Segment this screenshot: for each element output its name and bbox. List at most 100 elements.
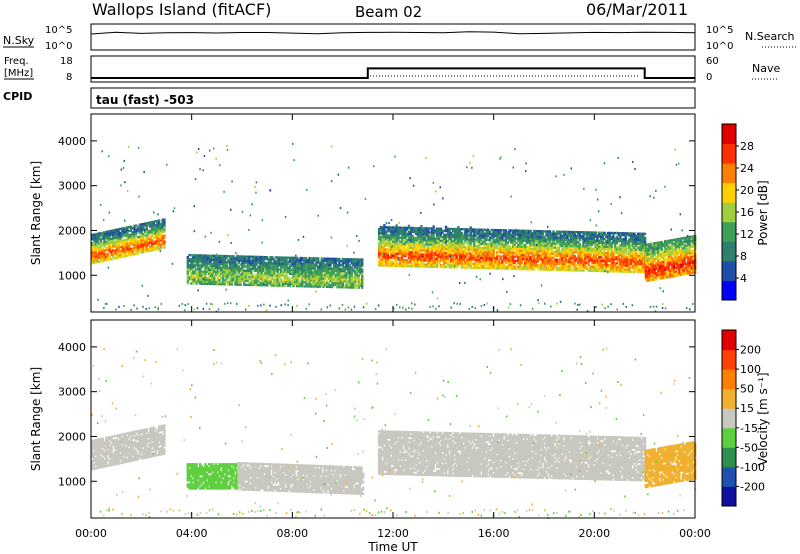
data-cell <box>113 251 117 254</box>
data-cell <box>105 248 108 252</box>
data-cell <box>154 240 157 243</box>
data-cell <box>99 242 103 245</box>
data-cell <box>274 278 278 281</box>
data-cell <box>236 283 239 286</box>
data-cell <box>288 260 292 263</box>
data-cell <box>594 231 597 234</box>
data-cell <box>295 278 299 282</box>
data-cell <box>199 272 202 275</box>
data-cell <box>253 283 256 287</box>
data-cell <box>193 280 197 283</box>
data-cell <box>629 262 633 265</box>
data-cell <box>197 272 200 275</box>
data-cell <box>513 243 516 246</box>
data-cell <box>285 272 288 275</box>
data-cell <box>221 275 225 278</box>
data-cell <box>230 275 234 278</box>
data-cell <box>251 261 255 264</box>
data-cell <box>273 268 276 271</box>
data-cell <box>126 254 129 257</box>
data-cell <box>120 235 124 238</box>
data-cell <box>145 226 148 229</box>
cpid-text: tau (fast) -503 <box>96 93 194 107</box>
data-cell <box>103 251 106 254</box>
data-cell <box>136 228 140 231</box>
data-cell <box>276 272 279 275</box>
station-title: Wallops Island (fitACF) <box>92 0 271 19</box>
data-cell <box>642 258 645 262</box>
data-cell <box>299 266 302 270</box>
data-cell <box>257 261 260 265</box>
data-cell <box>352 268 355 271</box>
data-cell <box>145 248 148 251</box>
data-cell <box>255 273 258 277</box>
data-cell <box>142 222 145 226</box>
data-cell <box>273 280 276 283</box>
data-cell <box>223 273 226 276</box>
data-cell <box>197 270 200 273</box>
data-cell <box>297 275 300 278</box>
data-cell <box>195 282 198 285</box>
data-cell <box>302 261 306 264</box>
data-cell <box>264 274 267 277</box>
data-cell <box>207 268 211 271</box>
data-cell <box>236 279 239 282</box>
data-cell <box>294 262 297 266</box>
data-cell <box>195 274 198 277</box>
data-cell <box>138 223 141 226</box>
data-cell <box>265 282 269 285</box>
data-cell <box>204 256 207 259</box>
data-cell <box>221 258 225 262</box>
data-cell <box>136 252 140 255</box>
data-cell <box>197 258 200 261</box>
data-cell <box>119 256 122 259</box>
data-cell <box>108 244 111 247</box>
data-cell <box>237 259 241 262</box>
data-cell <box>131 249 134 252</box>
data-cell <box>555 234 559 237</box>
data-cell <box>301 265 304 268</box>
data-cell <box>267 262 271 265</box>
data-cell <box>287 262 290 265</box>
data-cell <box>98 254 101 257</box>
data-cell <box>140 227 143 230</box>
data-cell <box>112 253 115 256</box>
data-cell <box>280 262 283 265</box>
data-cell <box>161 230 164 234</box>
data-cell <box>124 250 127 254</box>
data-cell <box>260 272 263 275</box>
data-cell <box>265 278 269 281</box>
data-cell <box>446 239 449 243</box>
data-cell <box>244 273 248 276</box>
data-cell <box>265 276 269 279</box>
data-cell <box>524 243 527 247</box>
data-cell <box>253 281 256 285</box>
data-cell <box>213 264 216 267</box>
data-cell <box>315 263 318 266</box>
data-cell <box>223 275 226 278</box>
data-cell <box>108 238 111 241</box>
data-cell <box>278 268 281 271</box>
data-cell <box>150 221 154 224</box>
data-cell <box>292 280 295 284</box>
data-cell <box>287 268 290 271</box>
data-cell <box>149 249 152 252</box>
data-cell <box>159 231 163 234</box>
data-cell <box>258 269 262 273</box>
data-cell <box>243 283 246 286</box>
data-cell <box>271 256 274 259</box>
data-cell <box>246 267 249 270</box>
data-cell <box>281 270 285 273</box>
data-cell <box>159 243 163 246</box>
data-cell <box>105 253 108 256</box>
data-cell <box>608 239 612 243</box>
data-cell <box>110 245 113 249</box>
data-cell <box>91 252 94 255</box>
n-sky-tick-low: 10^0 <box>45 41 72 52</box>
data-cell <box>295 272 299 276</box>
data-cell <box>306 271 309 274</box>
data-cell <box>290 270 293 273</box>
data-cell <box>112 255 115 258</box>
data-cell <box>304 275 308 278</box>
data-cell <box>273 282 276 285</box>
